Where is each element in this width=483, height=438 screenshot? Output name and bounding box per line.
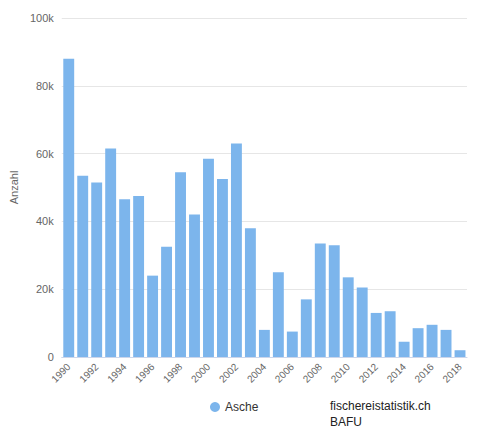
svg-text:1990: 1990 bbox=[49, 361, 73, 385]
svg-text:80k: 80k bbox=[36, 80, 54, 92]
svg-text:1996: 1996 bbox=[133, 361, 157, 385]
svg-text:2010: 2010 bbox=[329, 361, 353, 385]
svg-text:1994: 1994 bbox=[105, 361, 129, 385]
svg-text:2014: 2014 bbox=[385, 361, 409, 385]
svg-text:2000: 2000 bbox=[189, 361, 213, 385]
svg-text:60k: 60k bbox=[36, 148, 54, 160]
svg-text:2008: 2008 bbox=[301, 361, 325, 385]
svg-text:2016: 2016 bbox=[412, 361, 436, 385]
svg-text:Asche: Asche bbox=[225, 400, 259, 414]
svg-text:2002: 2002 bbox=[217, 361, 241, 385]
svg-text:20k: 20k bbox=[36, 283, 54, 295]
svg-text:1998: 1998 bbox=[161, 361, 185, 385]
svg-text:Anzahl: Anzahl bbox=[8, 171, 20, 205]
svg-text:2018: 2018 bbox=[440, 361, 464, 385]
svg-text:BAFU: BAFU bbox=[330, 415, 362, 429]
svg-text:2012: 2012 bbox=[357, 361, 381, 385]
svg-text:2006: 2006 bbox=[273, 361, 297, 385]
svg-text:40k: 40k bbox=[36, 215, 54, 227]
svg-text:1992: 1992 bbox=[77, 361, 101, 385]
svg-text:100k: 100k bbox=[30, 12, 54, 24]
svg-text:2004: 2004 bbox=[245, 361, 269, 385]
svg-text:0: 0 bbox=[48, 351, 54, 363]
svg-text:fischereistatistik.ch: fischereistatistik.ch bbox=[330, 399, 431, 413]
